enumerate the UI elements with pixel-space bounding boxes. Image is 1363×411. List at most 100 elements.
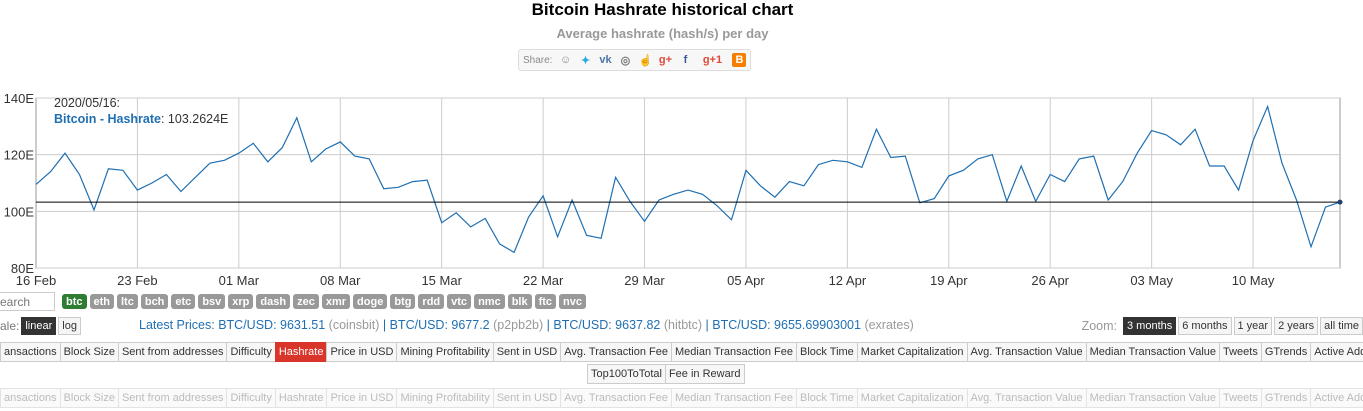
coin-bch-button[interactable]: bch: [140, 294, 169, 309]
coin-selector: earch btc eth ltc bch etc bsv xrp dash zec xmr dog…: [0, 292, 587, 311]
price-pair[interactable]: BTC/USD: 9637.82: [553, 318, 661, 332]
coin-ltc-button[interactable]: ltc: [117, 294, 138, 309]
tab-gtrends[interactable]: GTrends: [1260, 388, 1312, 408]
scale-toggle: ale: linear log: [0, 317, 81, 335]
tab-avg-transaction-value[interactable]: Avg. Transaction Value: [966, 388, 1087, 408]
like-icon[interactable]: ☝: [638, 54, 653, 67]
tab-gtrends[interactable]: GTrends: [1260, 342, 1312, 362]
tab-median-transaction-value[interactable]: Median Transaction Value: [1085, 388, 1220, 408]
plot-frame: [35, 97, 1341, 269]
tab-price-in-usd[interactable]: Price in USD: [326, 388, 398, 408]
share-bar: Share: ☺ ✦ vk ◎ ☝ g+ f g+1 B: [518, 49, 752, 71]
price-pair[interactable]: BTC/USD: 9655.69903001: [712, 318, 861, 332]
tab-block-time[interactable]: Block Time: [796, 342, 858, 362]
y-tick-label: 140E: [4, 91, 35, 106]
tab-hashrate[interactable]: Hashrate: [274, 388, 328, 408]
tab-avg-transaction-fee[interactable]: Avg. Transaction Fee: [560, 342, 672, 362]
y-tick-label: 100E: [4, 204, 35, 219]
latest-prices: Latest Prices: BTC/USD: 9631.51 (coinsbi…: [139, 318, 914, 332]
reddit-icon[interactable]: ☺: [559, 54, 572, 66]
x-tick-label: 23 Feb: [117, 273, 157, 288]
tab-avg-transaction-value[interactable]: Avg. Transaction Value: [966, 342, 1087, 362]
current-point-marker: [1337, 199, 1343, 205]
scale-label: ale:: [0, 319, 20, 333]
coin-nmc-button[interactable]: nmc: [474, 294, 505, 309]
google-plus-icon[interactable]: g+: [658, 54, 673, 66]
tab-difficulty[interactable]: Difficulty: [226, 342, 276, 362]
y-tick-label: 120E: [4, 148, 35, 163]
coin-etc-button[interactable]: etc: [171, 294, 196, 309]
x-tick-label: 19 Apr: [930, 273, 968, 288]
coin-ftc-button[interactable]: ftc: [534, 294, 557, 309]
coin-btc-button[interactable]: btc: [62, 294, 87, 309]
tab-tweets[interactable]: Tweets: [1219, 342, 1262, 362]
zoom-2-years-button[interactable]: 2 years: [1274, 317, 1319, 335]
tab-active-addresses[interactable]: Active Addresses: [1310, 388, 1363, 408]
tab-mining-profitability[interactable]: Mining Profitability: [396, 342, 494, 362]
tab-difficulty[interactable]: Difficulty: [226, 388, 276, 408]
price-pair[interactable]: BTC/USD: 9677.2: [389, 318, 490, 332]
coin-doge-button[interactable]: doge: [353, 294, 388, 309]
search-input[interactable]: earch: [0, 292, 55, 311]
coin-bsv-button[interactable]: bsv: [198, 294, 226, 309]
coin-list: btc eth ltc bch etc bsv xrp dash zec xmr doge btg rd…: [62, 294, 587, 309]
coin-rdd-button[interactable]: rdd: [418, 294, 445, 309]
coin-dash-button[interactable]: dash: [256, 294, 291, 309]
tab-price-in-usd[interactable]: Price in USD: [326, 342, 398, 362]
y-tick-label: 80E: [11, 261, 34, 276]
coin-blk-button[interactable]: blk: [507, 294, 532, 309]
x-tick-label: 26 Apr: [1031, 273, 1069, 288]
coin-eth-button[interactable]: eth: [89, 294, 114, 309]
tab-mining-profitability[interactable]: Mining Profitability: [396, 388, 494, 408]
zoom-3-months-button[interactable]: 3 months: [1123, 317, 1177, 335]
tab-hashrate[interactable]: Hashrate: [274, 342, 328, 362]
price-source: (hitbtc): [660, 318, 703, 332]
tab-sent-from-addresses[interactable]: Sent from addresses: [117, 342, 228, 362]
price-pair[interactable]: BTC/USD: 9631.51: [218, 318, 326, 332]
tab-top100tototal[interactable]: Top100ToTotal: [587, 364, 666, 384]
tab-tweets[interactable]: Tweets: [1219, 388, 1262, 408]
zoom-all-time-button[interactable]: all time: [1320, 317, 1363, 335]
price-source: (p2pb2b): [489, 318, 544, 332]
coin-xrp-button[interactable]: xrp: [228, 294, 254, 309]
tooltip-date: 2020/05/16:: [54, 96, 121, 110]
coin-zec-button[interactable]: zec: [293, 294, 319, 309]
vk-icon[interactable]: vk: [599, 54, 612, 66]
tab-block-size[interactable]: Block Size: [59, 342, 119, 362]
coin-btg-button[interactable]: btg: [390, 294, 416, 309]
price-source: (coinsbit): [325, 318, 380, 332]
tab-median-transaction-fee[interactable]: Median Transaction Fee: [670, 388, 797, 408]
tab-sent-in-usd[interactable]: Sent in USD: [492, 388, 562, 408]
tab-market-capitalization[interactable]: Market Capitalization: [856, 342, 968, 362]
tab-active-addresses[interactable]: Active Addresses: [1310, 342, 1363, 362]
tab-ansactions[interactable]: ansactions: [0, 342, 61, 362]
x-tick-label: 05 Apr: [727, 273, 765, 288]
coin-vtc-button[interactable]: vtc: [447, 294, 472, 309]
tab-block-time[interactable]: Block Time: [796, 388, 858, 408]
hashrate-line-chart[interactable]: 80E 100E 120E 140E 16 Feb 23 Feb 01 Mar 08 Mar 1…: [0, 88, 1363, 288]
chart-title: Bitcoin Hashrate historical chart: [531, 0, 794, 19]
tab-market-capitalization[interactable]: Market Capitalization: [856, 388, 968, 408]
coin-xmr-button[interactable]: xmr: [321, 294, 351, 309]
metric-tabs-extra: Top100ToTotal Fee in Reward: [587, 364, 745, 384]
google-plus-one-icon[interactable]: g+1: [702, 54, 723, 66]
facebook-icon[interactable]: f: [683, 54, 688, 66]
zoom-6-months-button[interactable]: 6 months: [1178, 317, 1232, 335]
coin-nvc-button[interactable]: nvc: [559, 294, 587, 309]
tab-block-size[interactable]: Block Size: [59, 388, 119, 408]
tab-ansactions[interactable]: ansactions: [0, 388, 61, 408]
blogger-icon[interactable]: B: [732, 53, 747, 67]
weibo-icon[interactable]: ◎: [620, 54, 631, 67]
x-tick-label: 01 Mar: [219, 273, 260, 288]
tab-fee-in-reward[interactable]: Fee in Reward: [664, 364, 745, 384]
scale-log-button[interactable]: log: [58, 317, 81, 335]
tab-avg-transaction-fee[interactable]: Avg. Transaction Fee: [560, 388, 672, 408]
zoom-1-year-button[interactable]: 1 year: [1233, 317, 1273, 335]
tab-median-transaction-fee[interactable]: Median Transaction Fee: [670, 342, 797, 362]
tab-sent-in-usd[interactable]: Sent in USD: [492, 342, 562, 362]
tab-median-transaction-value[interactable]: Median Transaction Value: [1085, 342, 1220, 362]
twitter-icon[interactable]: ✦: [580, 54, 591, 67]
scale-linear-button[interactable]: linear: [21, 317, 57, 335]
x-tick-label: 22 Mar: [523, 273, 564, 288]
tab-sent-from-addresses[interactable]: Sent from addresses: [117, 388, 228, 408]
